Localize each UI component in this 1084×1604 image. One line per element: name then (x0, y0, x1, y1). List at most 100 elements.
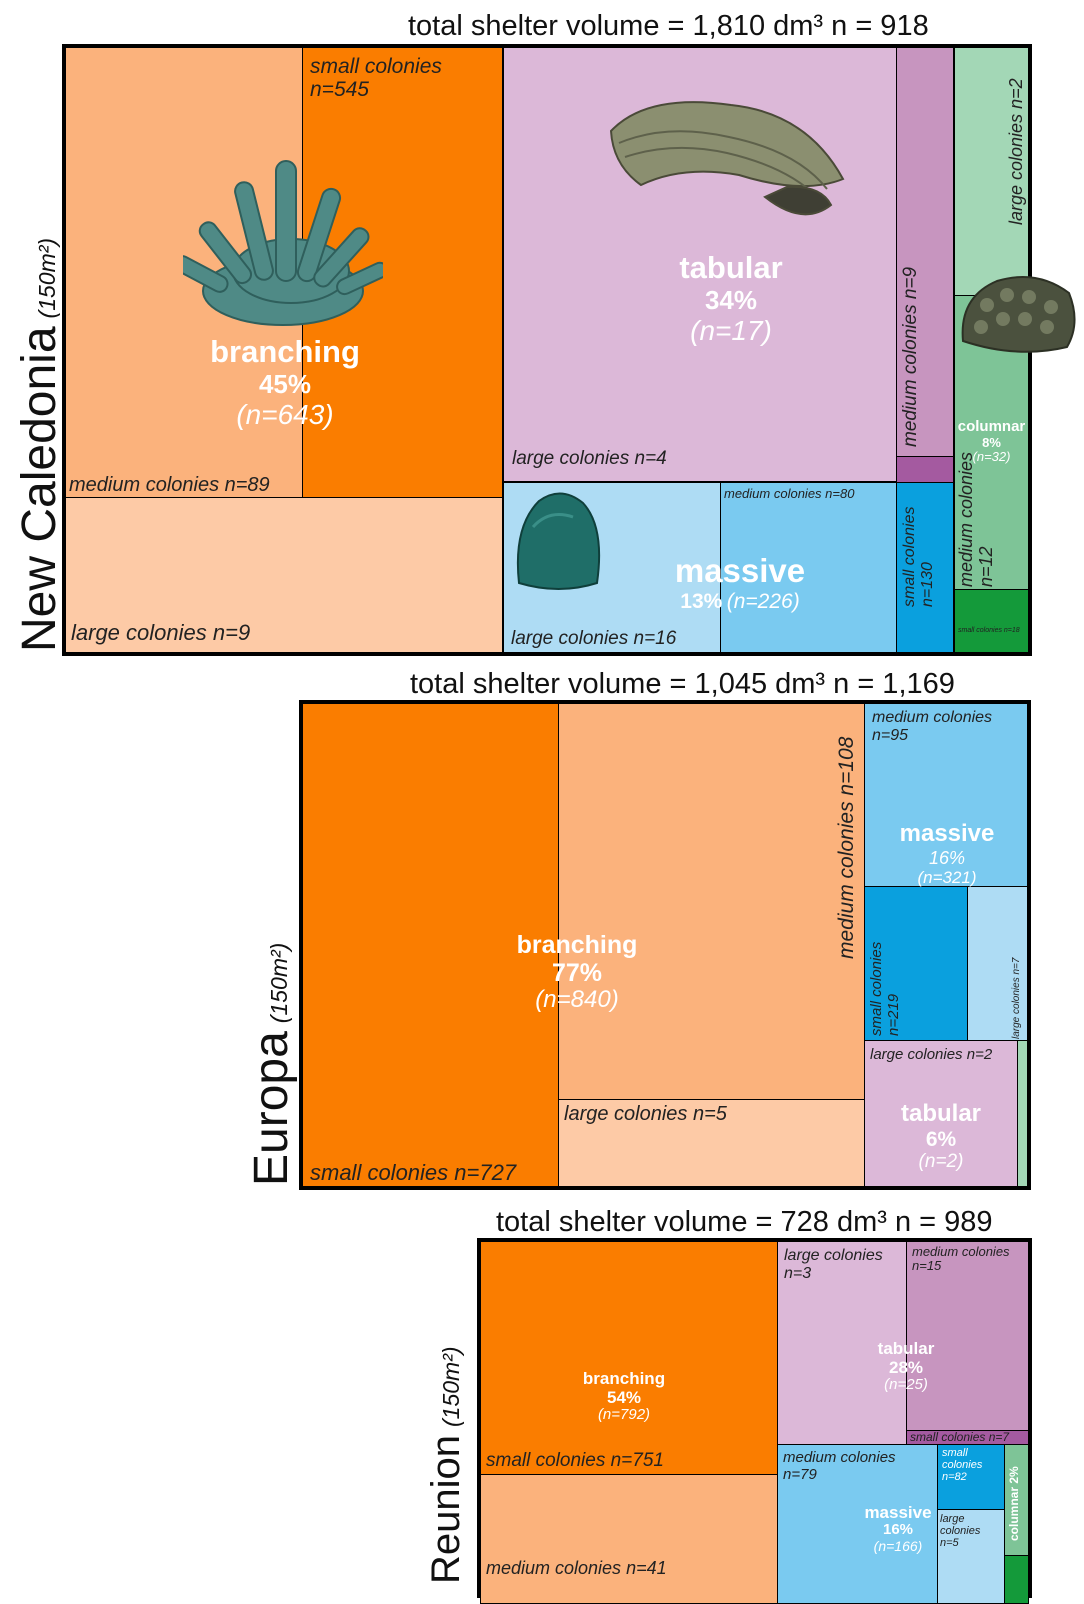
colony-label: large colonies n=3 (784, 1247, 883, 1282)
site-area: (150m²) (438, 1346, 464, 1427)
colony-label: medium colonies n=15 (912, 1244, 1010, 1274)
category-name: branching (516, 931, 638, 959)
cell-tabular-large (864, 1040, 1018, 1187)
site-name: Europa (245, 1031, 298, 1186)
category-name: columnar (1007, 1486, 1021, 1541)
cell-columnar (1017, 1040, 1028, 1187)
cell-branching-medium (480, 1474, 778, 1604)
category-label-massive: massive 16% (n=166) (856, 1503, 940, 1555)
category-label-tabular: tabular 28% (n=25) (850, 1339, 962, 1394)
cell-massive-medium (777, 1444, 938, 1604)
colony-label: small colonies n=7 (910, 1430, 1010, 1444)
category-n: (n=25) (884, 1376, 928, 1394)
colony-label: large colonies n=4 (512, 448, 667, 469)
colony-label: large colonies n=2 (1006, 78, 1026, 225)
category-name: massive (674, 552, 806, 589)
branching-coral-image (183, 160, 383, 326)
category-percent: 34% (704, 284, 758, 315)
category-name: tabular (679, 250, 783, 285)
category-percent: 16% (928, 847, 966, 868)
category-percent: 6% (925, 1127, 957, 1151)
category-percent: 54% (606, 1388, 642, 1408)
cell-massive-small (896, 482, 954, 653)
colony-label: small colonies n=727 (310, 1160, 517, 1185)
category-percent: 8% (982, 434, 1001, 450)
category-name: branching (582, 1369, 666, 1388)
treemap-reunion: small colonies n=751 medium colonies n=4… (477, 1238, 1032, 1604)
colony-label: small colonies n=130 (901, 506, 936, 607)
site-name: Reunion (424, 1434, 468, 1584)
cell-massive-medium (864, 703, 1028, 887)
colony-label: medium colonies n=95 (872, 709, 993, 744)
colony-label: large colonies n=2 (870, 1046, 993, 1063)
category-label-branching: branching 77% (n=840) (492, 931, 662, 1014)
category-label-columnar: columnar 2% (1007, 1441, 1021, 1541)
category-label-columnar: columnar 8% (n=32) (954, 418, 1029, 465)
cell-columnar-small (954, 589, 1029, 653)
colony-label: medium colonies n=89 (69, 474, 270, 496)
category-n: (n=792) (597, 1406, 651, 1424)
massive-coral-image (516, 492, 601, 590)
category-name: massive (864, 1503, 932, 1522)
category-name: branching (210, 334, 360, 369)
category-name: massive (899, 820, 995, 847)
colony-label: medium colonies n=108 (835, 736, 858, 959)
chart-title: total shelter volume = 1,810 dm³ n = 918 (408, 10, 929, 42)
category-n: (n=643) (236, 398, 334, 430)
category-name: tabular (877, 1339, 935, 1358)
chart-title: total shelter volume = 728 dm³ n = 989 (496, 1206, 993, 1238)
colony-label: medium colonies n=41 (486, 1558, 667, 1578)
colony-label: small colonies n=219 (868, 941, 902, 1036)
category-percent: 16% (882, 1521, 914, 1539)
category-label-branching: branching 45% (n=643) (205, 334, 365, 430)
cell-tabular-large (777, 1241, 907, 1445)
colony-label: medium colonies n=79 (783, 1449, 896, 1483)
site-label: New Caledonia (150m²) (12, 32, 67, 652)
cell-branching-large (558, 1099, 865, 1187)
cell-massive-large (967, 886, 1028, 1041)
cell-branching-small (480, 1241, 778, 1475)
category-percent: 45% (258, 368, 312, 399)
category-label-tabular: tabular 6% (n=2) (874, 1100, 1008, 1173)
cell-branching-large (65, 497, 503, 653)
cell-columnar-small (1004, 1555, 1029, 1604)
colony-label: large colonies n=7 (1011, 957, 1022, 1039)
category-label-massive: massive 13% (n=226) (647, 552, 833, 613)
colony-label: small colonies n=82 (942, 1447, 983, 1484)
cell-massive-medium (720, 482, 897, 653)
category-percent: 28% (888, 1358, 924, 1378)
colony-label: large colonies n=16 (511, 628, 677, 649)
cell-massive-small (864, 886, 968, 1041)
category-name: columnar (957, 418, 1026, 435)
chart-title: total shelter volume = 1,045 dm³ n = 1,1… (410, 668, 955, 700)
colony-label: large colonies n=9 (71, 620, 251, 645)
category-n: (n=321) (917, 868, 977, 888)
category-label-tabular: tabular 34% (n=17) (663, 250, 799, 346)
category-n: (n=17) (690, 314, 772, 346)
cell-branching-medium (558, 703, 865, 1100)
columnar-coral-image (961, 276, 1076, 353)
colony-label: large colonies n=5 (940, 1513, 981, 1550)
cell-branching-small (302, 703, 559, 1187)
category-label-branching: branching 54% (n=792) (564, 1369, 684, 1424)
cell-columnar-large (954, 47, 1029, 296)
category-n: (n=840) (535, 986, 619, 1013)
colony-label: medium colonies n=80 (724, 486, 855, 501)
site-name: New Caledonia (13, 326, 66, 652)
cell-tabular-small (896, 456, 954, 483)
category-n: (n=226) (726, 589, 800, 613)
colony-label: small colonies n=18 (958, 627, 1020, 634)
category-percent: 77% (551, 959, 603, 987)
colony-label: large colonies n=5 (564, 1103, 727, 1125)
treemap-new-caledonia: small colonies n=545 medium colonies n=8… (62, 44, 1076, 656)
treemap-europa: small colonies n=727 medium colonies n=1… (299, 700, 1031, 1190)
site-label: Reunion (150m²) (424, 1264, 469, 1584)
site-label: Europa (150m²) (244, 866, 299, 1186)
category-label-massive: massive 16% (n=321) (880, 820, 1014, 888)
colony-label: medium colonies n=9 (900, 266, 921, 447)
cell-tabular-medium (896, 47, 954, 457)
category-percent: 2% (1007, 1466, 1021, 1484)
site-area: (150m²) (34, 237, 60, 319)
category-n: (n=166) (873, 1537, 923, 1554)
colony-label: small colonies n=545 (310, 55, 442, 102)
